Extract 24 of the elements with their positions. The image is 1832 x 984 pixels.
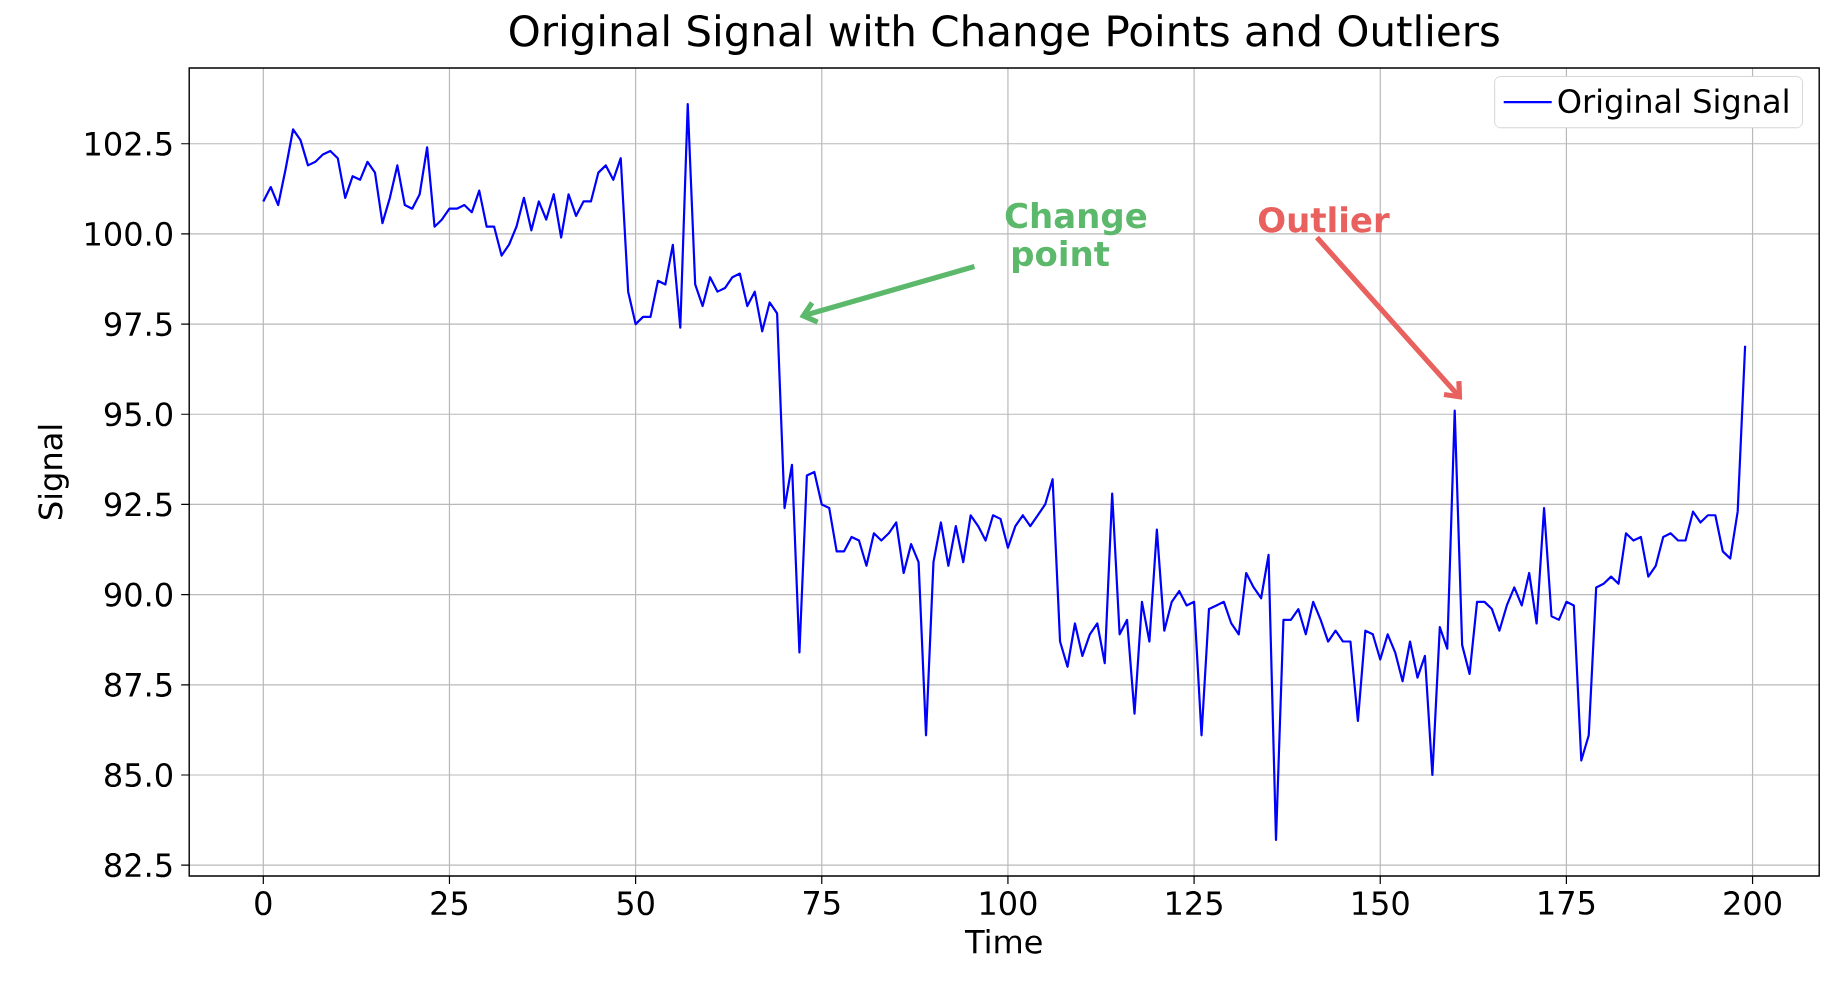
x-tick-label: 100 <box>980 891 1037 916</box>
y-tick-label: 100.0 <box>86 221 172 246</box>
y-axis-title: Signal <box>37 425 69 520</box>
x-tick-label: 175 <box>1539 891 1595 915</box>
x-tick-label: 75 <box>804 891 840 915</box>
annotation: Change point <box>1005 202 1147 273</box>
x-tick-label: 200 <box>1724 891 1781 916</box>
chart-title: Original Signal with Change Points and Outliers <box>510 14 1499 55</box>
x-tick-label: 125 <box>1167 891 1222 916</box>
legend-label: Original Signal <box>1558 88 1788 120</box>
x-axis-title: Time <box>964 928 1042 954</box>
y-tick-label: 102.5 <box>86 131 172 156</box>
y-tick-label: 85.0 <box>105 762 172 788</box>
x-tick-label: 25 <box>431 891 468 916</box>
y-tick-label: 82.5 <box>105 853 172 878</box>
annotation: Outlier <box>1258 206 1390 233</box>
y-tick-label: 87.5 <box>105 672 172 697</box>
y-tick-label: 92.5 <box>104 492 172 517</box>
x-tick-label: 0 <box>255 891 272 916</box>
y-tick-label: 95.0 <box>104 402 172 427</box>
x-tick-label: 150 <box>1353 891 1409 916</box>
y-tick-label: 90.0 <box>104 582 172 607</box>
y-tick-label: 97.5 <box>104 312 172 337</box>
x-tick-label: 50 <box>617 891 654 916</box>
